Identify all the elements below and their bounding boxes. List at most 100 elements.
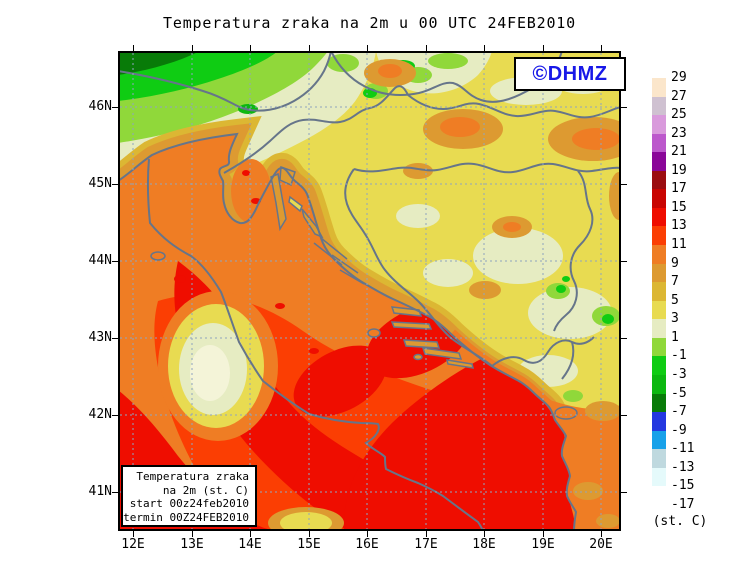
lon-label: 17E bbox=[414, 537, 438, 552]
colorbar-swatch bbox=[652, 78, 666, 98]
colorbar-tick-label: -5 bbox=[671, 385, 687, 401]
axis-tick bbox=[112, 261, 118, 262]
colorbar-swatch bbox=[652, 282, 666, 302]
colorbar-swatch bbox=[652, 245, 666, 265]
colorbar-tick-label: 23 bbox=[671, 125, 687, 141]
colorbar-swatch bbox=[652, 133, 666, 153]
map-frame-border bbox=[118, 51, 621, 531]
legend-line: na 2m (st. C) bbox=[162, 483, 249, 497]
colorbar-swatch bbox=[652, 374, 666, 394]
colorbar-tick-label: 5 bbox=[671, 292, 679, 308]
colorbar-tick-label: -3 bbox=[671, 366, 687, 382]
watermark-text: ©DHMZ bbox=[532, 62, 608, 85]
map-canvas bbox=[118, 51, 621, 531]
colorbar-tick-label: 1 bbox=[671, 329, 679, 345]
colorbar-tick-label: 29 bbox=[671, 70, 687, 85]
lat-label: 46N bbox=[88, 99, 112, 114]
colorbar-swatch bbox=[652, 226, 666, 246]
se-coastal-land bbox=[538, 396, 621, 531]
istria-warm-core bbox=[231, 159, 271, 223]
legend-box: Temperatura zraka na 2m (st. C) start 00z2… bbox=[121, 465, 257, 527]
colorbar-tick-label: -17 bbox=[671, 496, 695, 512]
lon-label: 19E bbox=[531, 537, 555, 552]
colorbar-swatch bbox=[652, 96, 666, 116]
lon-label: 14E bbox=[238, 537, 262, 552]
axis-tick bbox=[309, 45, 310, 51]
axis-tick bbox=[484, 531, 485, 537]
colorbar-tick-label: 19 bbox=[671, 162, 687, 178]
graticule-gridlines bbox=[120, 53, 619, 529]
temperature-field-svg bbox=[118, 51, 621, 531]
temperature-colorbar: 29 27 25 23 21 19 17 15 13 11 9 7 5 3 1 -1 -3 -5 -7 -9 -11 -1… bbox=[652, 70, 722, 523]
axis-tick bbox=[112, 338, 118, 339]
inland-warm-patches bbox=[364, 59, 621, 299]
lon-label: 18E bbox=[472, 537, 496, 552]
colorbar-tick-label: 13 bbox=[671, 218, 687, 234]
colorbar-tick-label: -9 bbox=[671, 422, 687, 438]
lon-label: 12E bbox=[121, 537, 145, 552]
axis-tick bbox=[192, 45, 193, 51]
colorbar-swatch bbox=[652, 356, 666, 376]
colorbar-swatch bbox=[652, 393, 666, 413]
colorbar-swatch bbox=[652, 300, 666, 320]
axis-tick bbox=[367, 45, 368, 51]
watermark-box: ©DHMZ bbox=[514, 57, 626, 91]
axis-tick bbox=[112, 184, 118, 185]
colorbar-swatch bbox=[652, 263, 666, 283]
lat-label: 43N bbox=[88, 330, 112, 345]
colorbar-tick-label: -7 bbox=[671, 404, 687, 420]
colorbar-tick-label: 25 bbox=[671, 107, 687, 123]
colorbar-tick-label: -13 bbox=[671, 459, 695, 475]
colorbar-tick-label: -15 bbox=[671, 478, 695, 494]
lon-label: 20E bbox=[589, 537, 613, 552]
axis-tick bbox=[543, 531, 544, 537]
colorbar-swatch bbox=[652, 412, 666, 432]
axis-tick bbox=[621, 492, 627, 493]
colorbar-tick-label: -11 bbox=[671, 441, 695, 457]
lon-label: 15E bbox=[297, 537, 321, 552]
axis-tick bbox=[484, 45, 485, 51]
axis-tick bbox=[621, 338, 627, 339]
colorbar-swatch bbox=[652, 207, 666, 227]
lon-label: 16E bbox=[355, 537, 379, 552]
colorbar-swatch bbox=[652, 319, 666, 339]
axis-tick bbox=[112, 107, 118, 108]
colorbar-tick-label: 27 bbox=[671, 88, 687, 104]
axis-tick bbox=[621, 415, 627, 416]
legend-line: termin 00Z24FEB2010 bbox=[123, 510, 249, 524]
axis-tick bbox=[621, 107, 627, 108]
colorbar-swatch bbox=[652, 486, 666, 506]
axis-tick bbox=[192, 531, 193, 537]
colorbar-tick-label: 11 bbox=[671, 237, 687, 253]
axis-tick bbox=[426, 45, 427, 51]
colorbar-unit-label: (st. C) bbox=[652, 514, 708, 529]
colorbar-swatch bbox=[652, 430, 666, 450]
axis-tick bbox=[250, 45, 251, 51]
axis-tick bbox=[112, 415, 118, 416]
axis-tick bbox=[621, 184, 627, 185]
axis-tick bbox=[112, 492, 118, 493]
italy-interior bbox=[158, 291, 344, 531]
colorbar-swatch bbox=[652, 467, 666, 487]
page-title: Temperatura zraka na 2m u 00 UTC 24FEB20… bbox=[163, 14, 576, 32]
colorbar-tick-label: 21 bbox=[671, 144, 687, 160]
lat-label: 41N bbox=[88, 484, 112, 499]
colorbar-tick-label: 3 bbox=[671, 311, 679, 327]
colorbar-tick-label: -1 bbox=[671, 348, 687, 364]
lat-label: 44N bbox=[88, 253, 112, 268]
axis-tick bbox=[426, 531, 427, 537]
coastline bbox=[118, 132, 578, 531]
colorbar-swatch bbox=[652, 449, 666, 469]
axis-tick bbox=[250, 531, 251, 537]
axis-tick bbox=[367, 531, 368, 537]
axis-tick bbox=[309, 531, 310, 537]
axis-tick bbox=[601, 531, 602, 537]
axis-tick bbox=[133, 45, 134, 51]
axis-tick bbox=[601, 45, 602, 51]
lon-label: 13E bbox=[180, 537, 204, 552]
colorbar-swatch bbox=[652, 170, 666, 190]
axis-tick bbox=[133, 531, 134, 537]
colorbar-swatch bbox=[652, 189, 666, 209]
lat-label: 45N bbox=[88, 176, 112, 191]
